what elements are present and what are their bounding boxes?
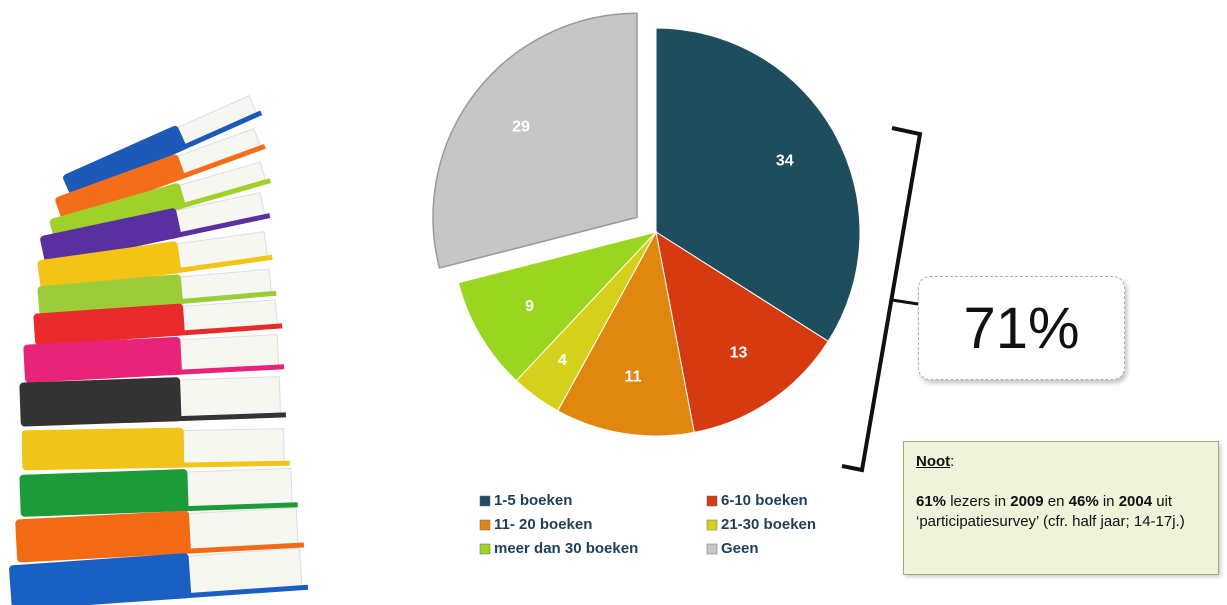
legend-swatch	[706, 543, 718, 555]
book-cover-edge	[170, 460, 290, 468]
book-cover-edge	[176, 542, 305, 555]
book	[9, 547, 309, 605]
book-cover	[55, 154, 185, 222]
bracket	[841, 126, 923, 473]
note-body: 61% lezers in 2009 en 46% in 2004 uit ‘p…	[916, 492, 1206, 532]
pie-slice	[457, 231, 658, 382]
book	[37, 231, 273, 292]
pie-slice	[432, 12, 638, 269]
note-title-line: Noot:	[916, 452, 1206, 472]
pie-slice	[655, 27, 861, 342]
book	[55, 127, 266, 222]
note-text: 2009	[1010, 493, 1044, 510]
book-cover-edge	[170, 290, 277, 305]
book-cover	[33, 303, 185, 346]
data-label: 34	[776, 152, 794, 169]
book	[23, 334, 285, 383]
book	[19, 467, 298, 517]
book-cover-edge	[169, 213, 271, 240]
legend-label: Geen	[721, 540, 759, 557]
book	[37, 268, 277, 317]
book-cover-edge	[174, 178, 272, 211]
book	[15, 507, 305, 563]
book-cover	[9, 553, 192, 605]
data-label: 29	[512, 118, 530, 135]
book-cover	[19, 377, 182, 427]
bracket-arm	[891, 298, 919, 306]
legend-label: meer dan 30 boeken	[494, 540, 638, 557]
book-cover	[21, 427, 185, 471]
book-cover-edge	[167, 412, 287, 422]
book	[21, 427, 290, 471]
book-cover-edge	[175, 110, 263, 153]
book-pages	[169, 428, 285, 466]
book-cover	[63, 125, 187, 199]
book-cover	[19, 469, 189, 517]
note-text: in	[1098, 493, 1119, 510]
note-title: Noot	[916, 453, 951, 470]
legend-swatch	[479, 519, 491, 531]
book-pages	[166, 376, 282, 420]
data-label: 13	[730, 345, 748, 362]
book-cover-edge	[172, 323, 283, 337]
book	[63, 95, 263, 199]
note-text: lezers in	[946, 493, 1011, 510]
book-pages	[172, 467, 293, 510]
book-cover-edge	[173, 143, 266, 182]
legend-label: 1-5 boeken	[494, 492, 572, 509]
pie: 34 13 11 4 9 29	[432, 12, 861, 437]
books-image	[9, 95, 309, 605]
legend-swatch	[706, 519, 718, 531]
book-cover-edge	[174, 502, 298, 512]
legend-swatch	[706, 495, 718, 507]
legend-label: 11- 20 boeken	[494, 516, 592, 533]
legend-swatch	[479, 543, 491, 555]
note-text: en	[1043, 493, 1069, 510]
legend: 1-5 boeken 6-10 boeken 11- 20 boeken 21-30 …	[479, 492, 816, 557]
book-cover-edge	[168, 364, 285, 376]
book-cover-edge	[176, 584, 309, 599]
book-cover	[23, 336, 182, 383]
legend-swatch	[479, 495, 491, 507]
pie-slice	[557, 230, 695, 437]
book-cover	[37, 274, 183, 317]
book-cover	[40, 208, 182, 266]
book-cover	[37, 241, 182, 292]
book	[40, 191, 271, 266]
note-text: uit ‘participatiesurvey’ (cfr. half jaar…	[916, 493, 1185, 530]
data-label: 11	[625, 368, 642, 385]
book	[33, 299, 283, 346]
note-title-suffix: :	[950, 453, 955, 470]
data-label: 9	[525, 298, 534, 315]
note-text: 61%	[916, 493, 947, 510]
note-text: 46%	[1068, 493, 1099, 510]
book-cover-edge	[169, 254, 273, 275]
callout: 71%	[918, 276, 1125, 380]
note-text: 2004	[1118, 493, 1153, 510]
legend-label: 6-10 boeken	[721, 492, 808, 509]
book-cover	[15, 510, 191, 563]
pie-slice	[655, 230, 829, 433]
note: Noot: 61% lezers in 2009 en 46% in 2004 …	[903, 441, 1219, 575]
legend-label: 21-30 boeken	[721, 516, 816, 533]
book	[19, 376, 287, 427]
data-label: 4	[558, 352, 567, 369]
